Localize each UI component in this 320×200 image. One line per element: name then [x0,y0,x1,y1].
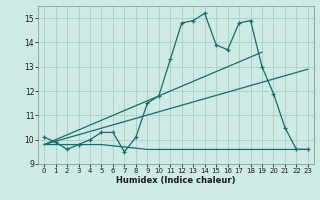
X-axis label: Humidex (Indice chaleur): Humidex (Indice chaleur) [116,176,236,185]
